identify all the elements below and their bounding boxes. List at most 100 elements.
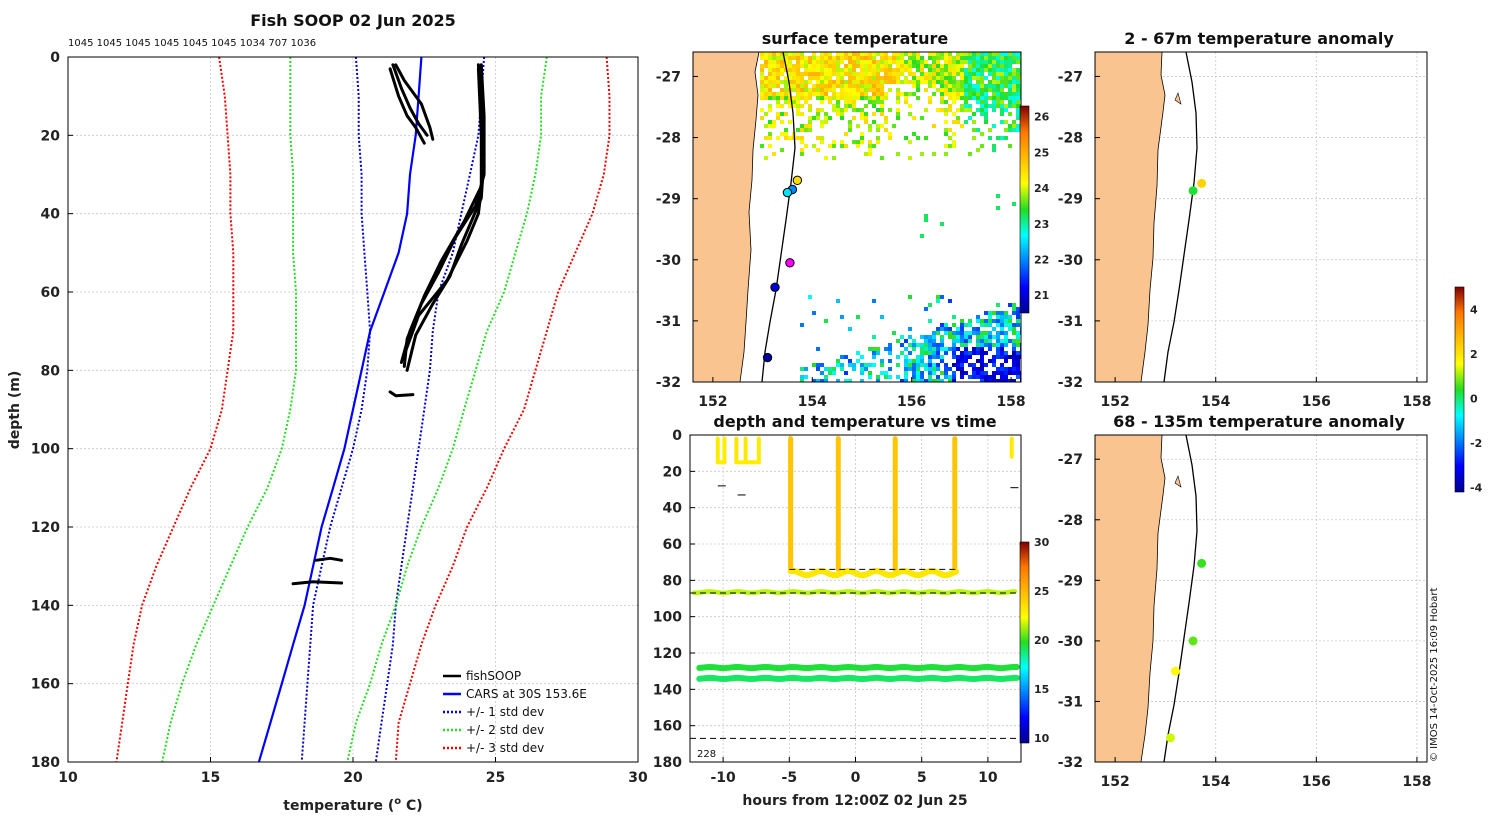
sst-pixel bbox=[932, 80, 936, 84]
sst-pixel bbox=[980, 72, 984, 76]
sst-pixel bbox=[832, 60, 836, 64]
sst-pixel bbox=[952, 100, 956, 104]
sst-land bbox=[693, 52, 760, 382]
sst-pixel bbox=[812, 116, 816, 120]
sst-pixel bbox=[1000, 311, 1004, 315]
dt-colorbar-label: 20 bbox=[1034, 634, 1050, 647]
sst-pixel bbox=[848, 92, 852, 96]
sst-pixel bbox=[948, 56, 952, 60]
sst-pixel bbox=[812, 76, 816, 80]
sst-pixel bbox=[952, 351, 956, 355]
sst-pixel bbox=[836, 52, 840, 56]
sst-pixel bbox=[980, 367, 984, 371]
sst-pixel bbox=[936, 52, 940, 56]
sst-pixel bbox=[896, 152, 900, 156]
sst-pixel bbox=[956, 108, 960, 112]
sst-pixel bbox=[848, 359, 852, 363]
sst-pixel bbox=[952, 315, 956, 319]
sst-pixel bbox=[984, 331, 988, 335]
sst-pixel bbox=[908, 351, 912, 355]
sst-pixel bbox=[764, 60, 768, 64]
sst-pixel bbox=[892, 60, 896, 64]
sst-pixel bbox=[844, 132, 848, 136]
sst-pixel bbox=[848, 363, 852, 367]
sst-pixel bbox=[972, 120, 976, 124]
sst-pixel bbox=[988, 64, 992, 68]
sst-pixel bbox=[1012, 351, 1016, 355]
sst-pixel bbox=[864, 104, 868, 108]
sst-pixel bbox=[764, 124, 768, 128]
sst-pixel bbox=[984, 379, 988, 382]
sst-pixel bbox=[860, 80, 864, 84]
sst-pixel bbox=[788, 72, 792, 76]
sst-pixel bbox=[812, 68, 816, 72]
sst-pixel bbox=[880, 124, 884, 128]
sst-pixel bbox=[760, 76, 764, 80]
sst-pixel bbox=[784, 84, 788, 88]
sst-pixel bbox=[1008, 104, 1012, 108]
sst-pixel bbox=[980, 60, 984, 64]
sst-pixel bbox=[992, 359, 996, 363]
sst-pixel bbox=[792, 72, 796, 76]
sst-pixel bbox=[824, 72, 828, 76]
sst-pixel bbox=[924, 88, 928, 92]
sst-pixel bbox=[1000, 96, 1004, 100]
sst-pixel bbox=[988, 375, 992, 379]
sst-pixel bbox=[988, 60, 992, 64]
sst-pixel bbox=[776, 64, 780, 68]
sst-pixel bbox=[1016, 100, 1020, 104]
anomaly-marker bbox=[1197, 178, 1207, 188]
sst-pixel bbox=[928, 64, 932, 68]
sst-pixel bbox=[1012, 355, 1016, 359]
sst-pixel bbox=[828, 371, 832, 375]
sst-pixel bbox=[780, 112, 784, 116]
sst-pixel bbox=[960, 124, 964, 128]
sst-pixel bbox=[932, 355, 936, 359]
sst-pixel bbox=[868, 371, 872, 375]
sst-pixel bbox=[868, 100, 872, 104]
sst-pixel bbox=[988, 311, 992, 315]
sst-pixel bbox=[960, 64, 964, 68]
sst-pixel bbox=[872, 351, 876, 355]
sst-pixel bbox=[856, 76, 860, 80]
sst-pixel bbox=[812, 311, 816, 315]
sst-pixel bbox=[832, 80, 836, 84]
sst-pixel bbox=[992, 144, 996, 148]
sst-pixel bbox=[856, 92, 860, 96]
sst-pixel bbox=[972, 136, 976, 140]
sst-pixel bbox=[816, 60, 820, 64]
sst-pixel bbox=[872, 112, 876, 116]
sst-pixel bbox=[960, 323, 964, 327]
sst-pixel bbox=[988, 72, 992, 76]
sst-pixel bbox=[960, 343, 964, 347]
sst-pixel bbox=[976, 148, 980, 152]
sst-pixel bbox=[976, 84, 980, 88]
sst-pixel bbox=[964, 76, 968, 80]
sst-pixel bbox=[964, 92, 968, 96]
sst-pixel bbox=[796, 112, 800, 116]
sst-pixel bbox=[880, 56, 884, 60]
sst-pixel bbox=[980, 108, 984, 112]
sst-pixel bbox=[916, 379, 920, 382]
anomaly-marker bbox=[1197, 558, 1207, 568]
sst-pixel bbox=[976, 108, 980, 112]
sst-pixel bbox=[932, 379, 936, 382]
sst-pixel bbox=[1012, 343, 1016, 347]
sst-pixel bbox=[980, 104, 984, 108]
sst-pixel bbox=[940, 295, 944, 299]
sst-pixel bbox=[828, 367, 832, 371]
sst-pixel bbox=[804, 84, 808, 88]
sst-pixel bbox=[856, 144, 860, 148]
anom-upper-axes-box bbox=[1094, 51, 1428, 383]
sst-pixel bbox=[800, 112, 804, 116]
sst-pixel bbox=[980, 323, 984, 327]
sst-pixel bbox=[928, 339, 932, 343]
sst-pixel bbox=[964, 88, 968, 92]
sst-pixel bbox=[836, 60, 840, 64]
sst-pixel bbox=[984, 64, 988, 68]
sst-pixel bbox=[848, 327, 852, 331]
sst-pixel bbox=[832, 108, 836, 112]
sst-pixel bbox=[1004, 120, 1008, 124]
sst-pixel bbox=[964, 331, 968, 335]
sst-pixel bbox=[940, 379, 944, 382]
